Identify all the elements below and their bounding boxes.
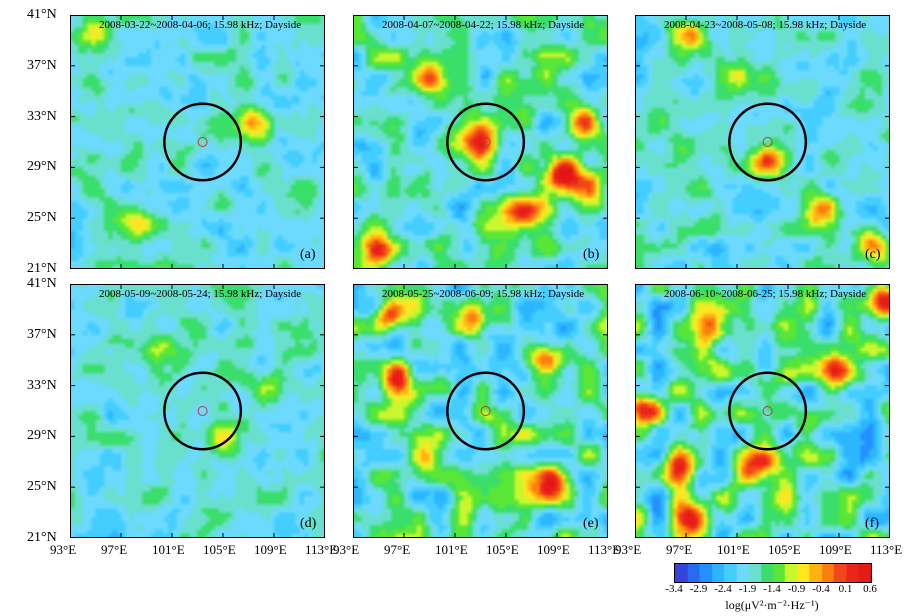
panel-letter: (d) — [300, 516, 317, 531]
epicenter-marker — [197, 406, 208, 416]
x-tick-label: 93°E — [50, 542, 77, 557]
panel-frame — [353, 15, 608, 269]
y-tick-label: 37°N — [27, 326, 57, 342]
panel-title: 2008-03-22~2008-04-06; 15.98 kHz; Daysid… — [99, 19, 302, 31]
panel-title: 2008-06-10~2008-06-25; 15.98 kHz; Daysid… — [664, 288, 867, 300]
heatmap-field-a — [70, 15, 325, 269]
x-tick-label: 93°E — [333, 542, 360, 557]
colorbar-tick-label: -1.9 — [738, 583, 757, 595]
epicenter-marker — [480, 406, 491, 416]
panel-frame — [635, 284, 890, 538]
panel-border — [635, 284, 890, 538]
x-tick-label: 105°E — [486, 542, 519, 557]
epicenter-region-circle — [446, 371, 526, 451]
epicenter-marker — [762, 406, 773, 416]
panel-border — [70, 284, 325, 538]
panel-title: 2008-05-25~2008-06-09; 15.98 kHz; Daysid… — [382, 288, 585, 300]
panel-border — [70, 15, 325, 269]
y-tick-label: 25°N — [27, 210, 57, 226]
epicenter-marker — [197, 137, 208, 147]
x-tick-label: 105°E — [203, 542, 236, 557]
x-tick-label: 97°E — [384, 542, 411, 557]
epicenter-region-circle — [163, 102, 243, 182]
colorbar-tick-label: 0.1 — [838, 583, 853, 595]
x-tick-label: 113°E — [588, 542, 621, 557]
x-tick-label: 109°E — [819, 542, 852, 557]
x-tick-label: 97°E — [666, 542, 693, 557]
panel-frame — [70, 15, 325, 269]
heatmap-field-e — [353, 284, 608, 538]
colorbar-tick-label: -2.9 — [689, 583, 708, 595]
panel-title: 2008-04-07~2008-04-22; 15.98 kHz; Daysid… — [382, 19, 585, 31]
panel-border — [353, 15, 608, 269]
epicenter-region-circle — [163, 371, 243, 451]
heatmap-field-b — [353, 15, 608, 269]
y-tick-label: 21°N — [27, 530, 57, 545]
x-tick-label: 113°E — [870, 542, 903, 557]
colorbar-tick-label: 0.6 — [863, 583, 877, 595]
x-tick-label: 93°E — [615, 542, 642, 557]
panel-border — [635, 15, 890, 269]
colorbar-tick-label: -1.4 — [763, 583, 781, 595]
heatmap-field-d — [70, 284, 325, 538]
epicenter-marker — [480, 137, 491, 147]
x-tick-label: 101°E — [717, 542, 750, 557]
panel-border — [353, 284, 608, 538]
panel-letter: (a) — [300, 247, 316, 262]
panel-frame — [635, 15, 890, 269]
y-tick-label: 41°N — [27, 7, 57, 22]
x-tick-label: 109°E — [537, 542, 570, 557]
panel-frame — [353, 284, 608, 538]
colorbar-tick-label: -2.4 — [714, 583, 732, 595]
y-tick-label: 33°N — [27, 377, 57, 393]
panel-letter: (b) — [583, 247, 600, 262]
colorbar-tick-label: -0.4 — [812, 583, 830, 595]
colorbar-label: log(μV²·m⁻²·Hz⁻¹) — [725, 598, 819, 612]
y-tick-label: 29°N — [27, 428, 57, 444]
epicenter-region-circle — [728, 371, 808, 451]
epicenter-region-circle — [446, 102, 526, 182]
x-tick-label: 113°E — [305, 542, 338, 557]
y-tick-label: 37°N — [27, 57, 57, 73]
x-tick-label: 105°E — [768, 542, 801, 557]
x-tick-label: 101°E — [435, 542, 468, 557]
epicenter-marker — [762, 137, 773, 147]
y-tick-label: 29°N — [27, 159, 57, 175]
colorbar-tick-label: -0.9 — [787, 583, 806, 595]
y-tick-label: 41°N — [27, 276, 57, 291]
panel-letter: (e) — [583, 516, 599, 531]
epicenter-region-circle — [728, 102, 808, 182]
heatmap-field-c — [635, 15, 890, 269]
panel-frame — [70, 284, 325, 538]
x-tick-label: 97°E — [101, 542, 128, 557]
panel-letter: (f) — [865, 516, 879, 531]
y-tick-label: 33°N — [27, 108, 57, 124]
panel-title: 2008-04-23~2008-05-08; 15.98 kHz; Daysid… — [664, 19, 867, 31]
heatmap-field-f — [635, 284, 890, 538]
y-tick-label: 25°N — [27, 479, 57, 495]
panel-letter: (c) — [865, 247, 881, 262]
x-tick-label: 109°E — [254, 542, 287, 557]
colorbar-tick-label: -3.4 — [665, 583, 683, 595]
x-tick-label: 101°E — [152, 542, 185, 557]
colorbar-gradient — [674, 563, 872, 583]
panel-title: 2008-05-09~2008-05-24; 15.98 kHz; Daysid… — [99, 288, 302, 300]
y-tick-label: 21°N — [27, 261, 57, 276]
